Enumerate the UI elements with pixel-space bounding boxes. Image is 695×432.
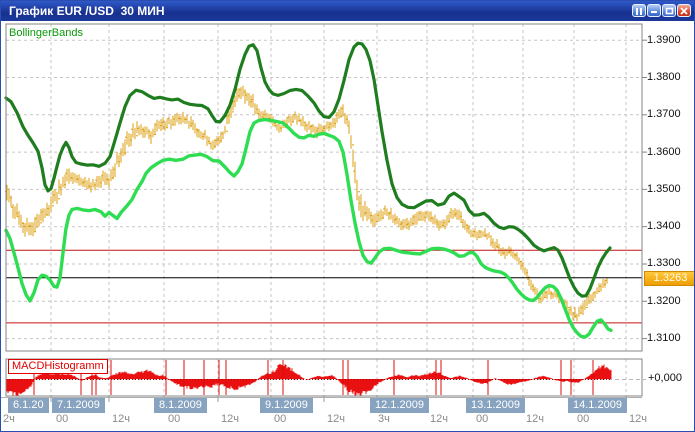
date-badge: 14.1.2009 (568, 398, 627, 413)
time-axis-label: 00 (274, 413, 287, 425)
time-axis-label: 2ч (3, 413, 15, 425)
macd-histogram-label: MACDHistogramm (8, 359, 108, 374)
maximize-icon (665, 3, 674, 18)
close-button[interactable] (677, 4, 691, 17)
chart-canvas[interactable] (1, 21, 694, 431)
current-price-tag: 1.3263 (644, 270, 694, 286)
pause-icon (635, 3, 643, 18)
time-axis-label: 3ч (378, 413, 390, 425)
date-badge: 13.1.2009 (466, 398, 525, 413)
maximize-button[interactable] (662, 4, 676, 17)
price-axis-label: 1.3800 (647, 70, 681, 83)
chart-body: 1.3900 1.3800 1.3700 1.3600 1.3500 1.3400 1.33… (1, 21, 694, 431)
time-axis-label: 12ч (112, 413, 130, 425)
minimize-button[interactable] (647, 4, 661, 17)
time-axis-label: 12ч (221, 413, 239, 425)
date-badge: 8.1.2009 (154, 398, 207, 413)
price-axis-label: 1.3400 (647, 220, 681, 233)
price-axis-label: 1.3100 (647, 332, 681, 345)
time-axis-label: 00 (56, 413, 69, 425)
time-axis-label: 00 (168, 413, 181, 425)
time-axis-label: 12ч (430, 413, 448, 425)
time-axis-label: 00 (577, 413, 590, 425)
date-badge: 9.1.2009 (260, 398, 313, 413)
time-axis-label: 12ч (327, 413, 345, 425)
time-axis-label: 12ч (629, 413, 647, 425)
price-axis-label: 1.3600 (647, 145, 681, 158)
window-buttons (632, 4, 691, 17)
bollinger-bands-label: BollingerBands (9, 27, 83, 39)
date-badge: 6.1.20 (8, 398, 49, 413)
price-axis-label: 1.3300 (647, 257, 681, 270)
window-titlebar[interactable]: График EUR /USD 30 МИН (1, 1, 694, 21)
price-axis-label: 1.3200 (647, 294, 681, 307)
macd-zero-value-label: +0,000 (648, 372, 682, 384)
window-title: График EUR /USD 30 МИН (9, 4, 165, 18)
pause-button[interactable] (632, 4, 646, 17)
close-icon (680, 3, 688, 18)
minimize-icon (650, 3, 658, 18)
price-axis-label: 1.3700 (647, 108, 681, 121)
time-axis-label: 00 (476, 413, 489, 425)
date-badge: 12.1.2009 (370, 398, 429, 413)
time-axis-label: 12ч (526, 413, 544, 425)
price-axis-label: 1.3500 (647, 182, 681, 195)
date-badge: 7.1.2009 (52, 398, 105, 413)
price-axis-label: 1.3900 (647, 33, 681, 46)
